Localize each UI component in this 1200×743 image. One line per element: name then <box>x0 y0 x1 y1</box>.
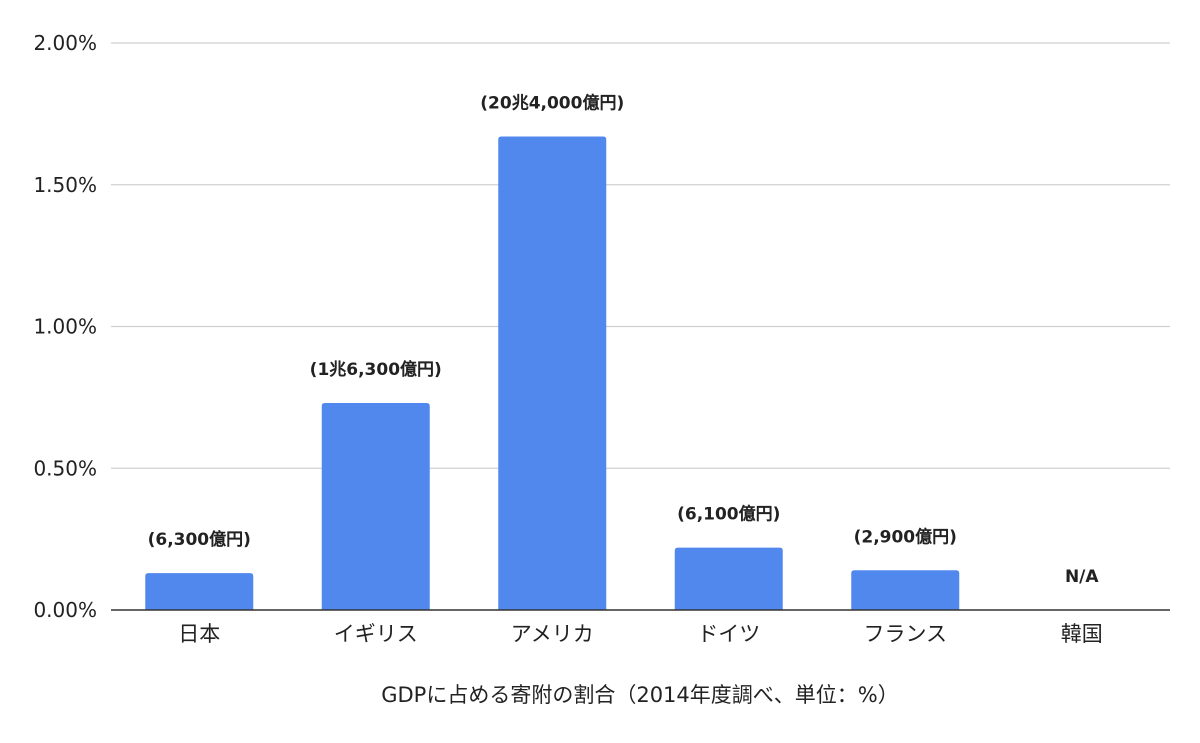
bars <box>145 136 960 610</box>
x-axis-categories: 日本 イギリス アメリカ ドイツ フランス 韓国 <box>178 622 1103 646</box>
y-tick-label: 2.00% <box>33 31 97 55</box>
x-category-label: 韓国 <box>1061 622 1103 646</box>
data-label: (6,100億円) <box>677 504 780 525</box>
y-tick-label: 1.50% <box>33 173 97 197</box>
data-label: (20兆4,000億円) <box>480 93 624 114</box>
x-category-label: ドイツ <box>697 622 760 646</box>
data-labels: (6,300億円) (1兆6,300億円) (20兆4,000億円) (6,100億円… <box>148 93 1100 587</box>
y-axis-ticks: 0.00% 0.50% 1.00% 1.50% 2.00% <box>33 31 97 622</box>
bar <box>321 403 430 610</box>
bar <box>498 136 607 610</box>
bar <box>674 547 783 610</box>
bar <box>851 570 960 610</box>
x-category-label: フランス <box>863 622 947 646</box>
data-label: (6,300億円) <box>148 529 251 550</box>
x-category-label: イギリス <box>334 622 418 646</box>
data-label: (2,900億円) <box>854 526 957 547</box>
bar <box>145 573 254 610</box>
x-axis-title: GDPに占める寄附の割合（2014年度調べ、単位：%） <box>381 683 899 707</box>
y-tick-label: 0.50% <box>33 456 97 480</box>
y-tick-label: 1.00% <box>33 315 97 339</box>
gridlines <box>111 42 1170 469</box>
x-category-label: 日本 <box>178 622 220 646</box>
y-tick-label: 0.00% <box>33 598 97 622</box>
x-category-label: アメリカ <box>511 622 594 646</box>
data-label: N/A <box>1065 567 1099 587</box>
data-label: (1兆6,300億円) <box>310 359 442 380</box>
